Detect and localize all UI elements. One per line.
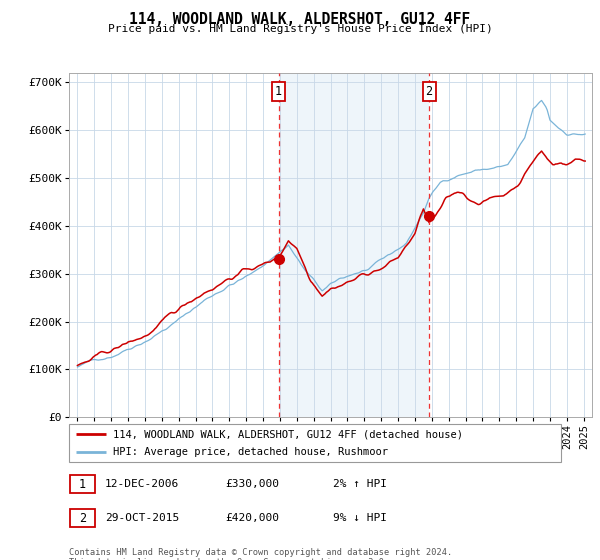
FancyBboxPatch shape bbox=[69, 424, 561, 462]
Text: 1: 1 bbox=[79, 478, 86, 491]
Text: 12-DEC-2006: 12-DEC-2006 bbox=[105, 479, 179, 489]
Text: 9% ↓ HPI: 9% ↓ HPI bbox=[333, 513, 387, 523]
Text: £420,000: £420,000 bbox=[225, 513, 279, 523]
Bar bbox=[278, 73, 429, 417]
Text: 2: 2 bbox=[425, 85, 433, 98]
Text: Price paid vs. HM Land Registry's House Price Index (HPI): Price paid vs. HM Land Registry's House … bbox=[107, 24, 493, 34]
Text: £330,000: £330,000 bbox=[225, 479, 279, 489]
FancyBboxPatch shape bbox=[70, 509, 95, 527]
Text: 1: 1 bbox=[275, 85, 282, 98]
Text: 114, WOODLAND WALK, ALDERSHOT, GU12 4FF (detached house): 114, WOODLAND WALK, ALDERSHOT, GU12 4FF … bbox=[113, 429, 463, 439]
Text: 2% ↑ HPI: 2% ↑ HPI bbox=[333, 479, 387, 489]
Text: 114, WOODLAND WALK, ALDERSHOT, GU12 4FF: 114, WOODLAND WALK, ALDERSHOT, GU12 4FF bbox=[130, 12, 470, 27]
FancyBboxPatch shape bbox=[70, 475, 95, 493]
Text: 29-OCT-2015: 29-OCT-2015 bbox=[105, 513, 179, 523]
Text: 2: 2 bbox=[79, 511, 86, 525]
Text: Contains HM Land Registry data © Crown copyright and database right 2024.
This d: Contains HM Land Registry data © Crown c… bbox=[69, 548, 452, 560]
Text: HPI: Average price, detached house, Rushmoor: HPI: Average price, detached house, Rush… bbox=[113, 447, 388, 457]
